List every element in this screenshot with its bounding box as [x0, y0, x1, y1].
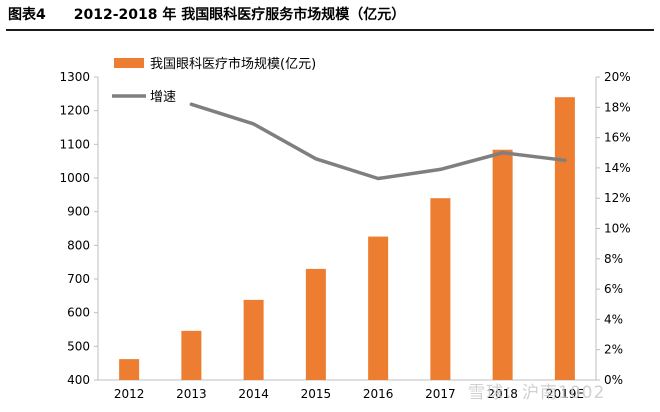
legend-line-label: 增速 [150, 90, 176, 105]
y-left-tick-label: 1200 [59, 104, 90, 118]
growth-rate-point [189, 102, 193, 106]
y-right-tick-label: 8% [604, 252, 623, 266]
y-left-tick-label: 500 [67, 339, 90, 353]
y-left-tick-label: 1300 [59, 70, 90, 84]
x-tick-label: 2017 [425, 387, 456, 401]
figure-title: 图表4 2012-2018 年 我国眼科医疗服务市场规模（亿元） [8, 4, 405, 24]
y-right-tick-label: 6% [604, 282, 623, 296]
y-left-tick-label: 1100 [59, 137, 90, 151]
y-right-tick-label: 10% [604, 222, 631, 236]
x-tick-label: 2018 [487, 387, 518, 401]
bar [119, 359, 140, 380]
y-right-tick-label: 16% [604, 131, 631, 145]
bar [430, 198, 451, 380]
bar [243, 299, 264, 380]
growth-rate-point [314, 157, 318, 161]
y-left-tick-label: 1000 [59, 171, 90, 185]
y-right-tick-label: 14% [604, 161, 631, 175]
y-right-tick-label: 0% [604, 373, 623, 387]
growth-rate-point [501, 151, 505, 155]
y-right-tick-label: 2% [604, 343, 623, 357]
bar [305, 268, 326, 380]
y-left-tick-label: 700 [67, 272, 90, 286]
title-divider [6, 29, 654, 31]
y-right-tick-label: 20% [604, 70, 631, 84]
x-tick-label: 2014 [238, 387, 269, 401]
y-left-tick-label: 600 [67, 306, 90, 320]
legend-bar-label: 我国眼科医疗市场规模(亿元) [150, 56, 316, 72]
watermark: 雪球：沪南1002 [468, 383, 606, 403]
x-tick-label: 2016 [363, 387, 394, 401]
growth-rate-point [376, 177, 380, 181]
bar [181, 330, 202, 380]
bar [368, 236, 389, 380]
y-left-tick-label: 800 [67, 238, 90, 252]
figure-number: 图表4 [8, 7, 46, 23]
bar [554, 97, 575, 380]
legend-bar-swatch [114, 58, 144, 68]
x-tick-label: 2013 [176, 387, 207, 401]
growth-rate-point [438, 167, 442, 171]
y-right-tick-label: 12% [604, 191, 631, 205]
figure-caption: 2012-2018 年 我国眼科医疗服务市场规模（亿元） [73, 7, 406, 23]
y-left-tick-label: 400 [67, 373, 90, 387]
growth-rate-point [563, 158, 567, 162]
y-left-tick-label: 900 [67, 205, 90, 219]
x-tick-label: 2019E [546, 387, 584, 401]
bar [492, 149, 513, 380]
y-right-tick-label: 4% [604, 312, 623, 326]
x-tick-label: 2015 [301, 387, 332, 401]
growth-rate-point [252, 122, 256, 126]
x-tick-label: 2012 [114, 387, 145, 401]
y-right-tick-label: 18% [604, 100, 631, 114]
